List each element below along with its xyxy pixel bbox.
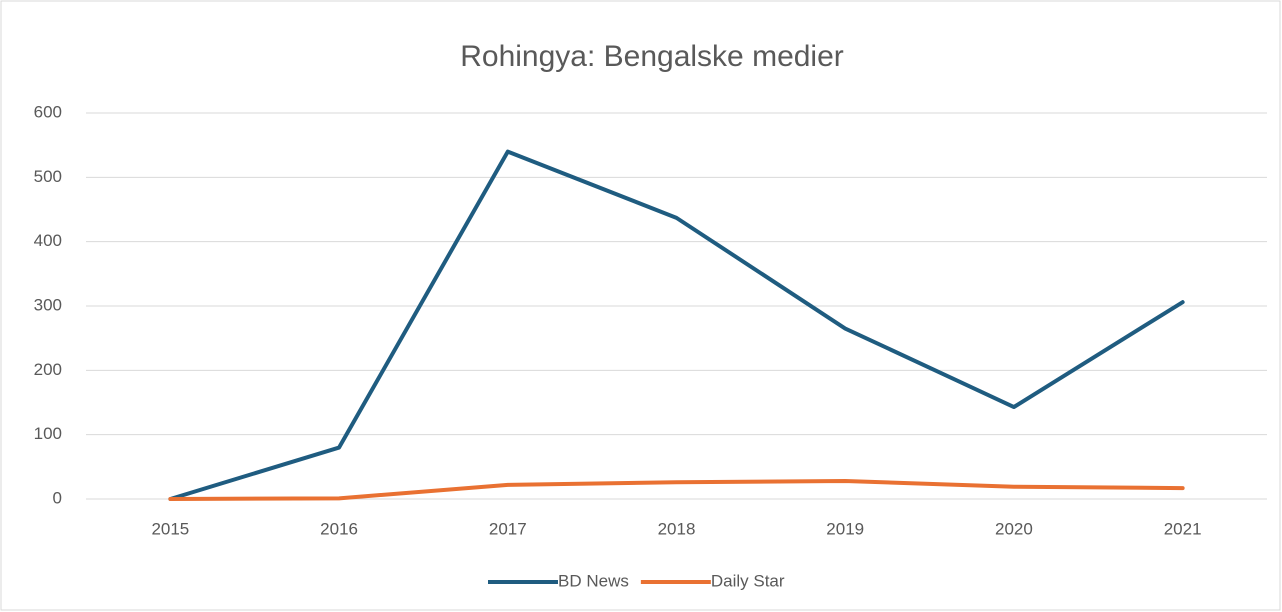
y-tick-label: 600 (34, 102, 62, 121)
series-line (168, 149, 1185, 501)
y-tick-label: 200 (34, 360, 62, 379)
x-tick-label: 2016 (320, 519, 358, 538)
y-tick-label: 500 (34, 167, 62, 186)
y-tick-label: 400 (34, 231, 62, 250)
x-tick-label: 2018 (658, 519, 696, 538)
x-tick-label: 2015 (151, 519, 189, 538)
x-tick-label: 2020 (995, 519, 1033, 538)
y-tick-label: 100 (34, 424, 62, 443)
series-line (168, 478, 1185, 501)
y-tick-label: 0 (53, 488, 62, 507)
legend-label: BD News (558, 571, 629, 590)
x-tick-label: 2017 (489, 519, 527, 538)
x-tick-label: 2019 (826, 519, 864, 538)
chart-title: Rohingya: Bengalske medier (460, 40, 844, 73)
legend-label: Daily Star (711, 571, 785, 590)
x-tick-label: 2021 (1164, 519, 1202, 538)
y-tick-label: 300 (34, 295, 62, 314)
